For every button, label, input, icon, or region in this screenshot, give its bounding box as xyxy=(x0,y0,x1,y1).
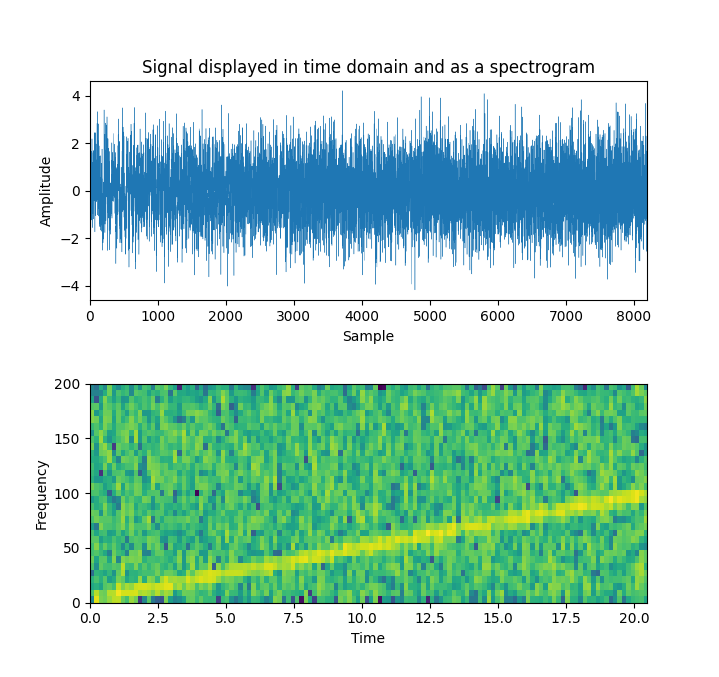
Title: Signal displayed in time domain and as a spectrogram: Signal displayed in time domain and as a… xyxy=(142,59,595,77)
X-axis label: Sample: Sample xyxy=(342,330,395,343)
X-axis label: Time: Time xyxy=(352,632,385,646)
Y-axis label: Amplitude: Amplitude xyxy=(40,155,54,226)
Y-axis label: Frequency: Frequency xyxy=(35,457,48,529)
